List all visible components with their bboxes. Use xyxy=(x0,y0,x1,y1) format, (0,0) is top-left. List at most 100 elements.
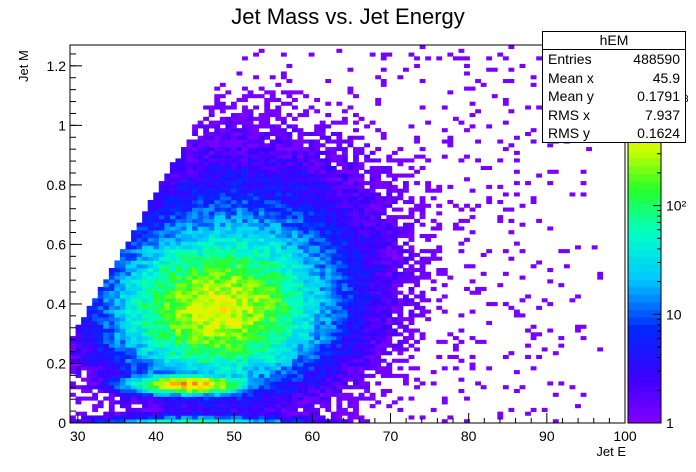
heatmap-cell xyxy=(219,351,226,356)
heatmap-cell xyxy=(214,392,221,397)
heatmap-cell xyxy=(192,147,198,152)
heatmap-cell xyxy=(347,211,354,216)
heatmap-cell xyxy=(341,358,348,363)
heatmap-cell xyxy=(181,218,187,223)
heatmap-cell xyxy=(192,218,198,223)
heatmap-cell xyxy=(81,324,87,329)
heatmap-cell xyxy=(119,419,126,424)
heatmap-cell xyxy=(280,279,287,284)
heatmap-cell xyxy=(147,294,154,299)
heatmap-cell xyxy=(408,196,415,201)
heatmap-cell xyxy=(403,173,409,178)
heatmap-cell xyxy=(225,207,232,212)
heatmap-cell xyxy=(353,135,359,140)
heatmap-cell xyxy=(197,181,204,186)
heatmap-cell xyxy=(386,237,393,242)
heatmap-cell xyxy=(380,135,387,140)
heatmap-cell xyxy=(341,302,348,307)
heatmap-cell xyxy=(353,324,359,329)
heatmap-cell xyxy=(208,184,215,189)
heatmap-cell xyxy=(275,196,282,201)
heatmap-cell xyxy=(292,400,298,405)
heatmap-cell xyxy=(242,169,248,174)
heatmap-cell xyxy=(380,184,387,189)
heatmap-cell xyxy=(142,298,148,303)
heatmap-cell xyxy=(375,343,382,348)
heatmap-cell xyxy=(430,381,437,386)
heatmap-cell xyxy=(319,290,326,295)
heatmap-cell xyxy=(125,302,132,307)
heatmap-cell xyxy=(425,234,432,239)
heatmap-cell xyxy=(114,298,121,303)
heatmap-cell xyxy=(225,241,232,246)
heatmap-cell xyxy=(303,234,309,239)
heatmap-cell xyxy=(258,305,265,310)
heatmap-cell xyxy=(230,154,237,159)
heatmap-cell xyxy=(275,354,282,360)
heatmap-cell xyxy=(264,309,271,314)
heatmap-cell xyxy=(280,260,287,265)
heatmap-cell xyxy=(358,309,365,314)
heatmap-cell xyxy=(386,294,393,299)
heatmap-cell xyxy=(347,396,354,401)
heatmap-cell xyxy=(269,298,276,303)
heatmap-cell xyxy=(230,290,237,295)
heatmap-cell xyxy=(92,298,99,303)
heatmap-cell xyxy=(414,339,420,344)
heatmap-cell xyxy=(330,196,337,201)
heatmap-cell xyxy=(319,177,326,182)
heatmap-cell xyxy=(114,286,121,291)
heatmap-cell xyxy=(253,302,259,307)
heatmap-cell xyxy=(530,82,537,87)
heatmap-cell xyxy=(230,362,237,367)
heatmap-cell xyxy=(153,290,160,295)
heatmap-cell xyxy=(347,419,354,424)
heatmap-cell xyxy=(441,139,448,144)
heatmap-cell xyxy=(303,203,309,208)
heatmap-cell xyxy=(153,407,160,412)
heatmap-cell xyxy=(364,249,370,254)
heatmap-cell xyxy=(386,339,393,344)
heatmap-cell xyxy=(297,362,304,367)
palette-swatch xyxy=(628,400,661,409)
heatmap-cell xyxy=(230,302,237,307)
heatmap-cell xyxy=(197,203,204,208)
heatmap-cell xyxy=(286,245,293,250)
heatmap-cell xyxy=(142,211,148,216)
heatmap-cell xyxy=(292,286,298,291)
heatmap-cell xyxy=(514,150,520,155)
heatmap-cell xyxy=(358,268,365,273)
heatmap-cell xyxy=(203,177,210,182)
heatmap-cell xyxy=(203,256,210,261)
heatmap-cell xyxy=(314,128,321,133)
heatmap-cell xyxy=(375,339,382,344)
heatmap-cell xyxy=(269,283,276,288)
heatmap-cell xyxy=(314,252,321,257)
heatmap-cell xyxy=(297,256,304,261)
heatmap-cell xyxy=(242,131,248,137)
heatmap-cell xyxy=(469,290,476,295)
heatmap-cell xyxy=(225,192,232,197)
heatmap-cell xyxy=(341,309,348,314)
heatmap-cell xyxy=(269,139,276,144)
heatmap-cell xyxy=(108,332,115,337)
heatmap-cell xyxy=(253,271,259,276)
heatmap-cell xyxy=(408,211,415,216)
heatmap-cell xyxy=(275,358,282,363)
heatmap-cell xyxy=(269,317,276,322)
heatmap-cell xyxy=(364,336,370,341)
heatmap-cell xyxy=(197,400,204,405)
heatmap-cell xyxy=(308,298,315,303)
heatmap-cell xyxy=(203,154,210,159)
heatmap-cell xyxy=(325,230,332,235)
heatmap-cell xyxy=(203,211,210,216)
heatmap-cell xyxy=(75,419,82,424)
heatmap-cell xyxy=(203,150,210,155)
heatmap-cell xyxy=(242,328,248,333)
heatmap-cell xyxy=(236,324,243,329)
heatmap-cell xyxy=(197,283,204,288)
heatmap-cell xyxy=(208,162,215,167)
heatmap-cell xyxy=(353,215,359,220)
heatmap-cell xyxy=(97,358,104,363)
heatmap-cell xyxy=(330,290,337,295)
